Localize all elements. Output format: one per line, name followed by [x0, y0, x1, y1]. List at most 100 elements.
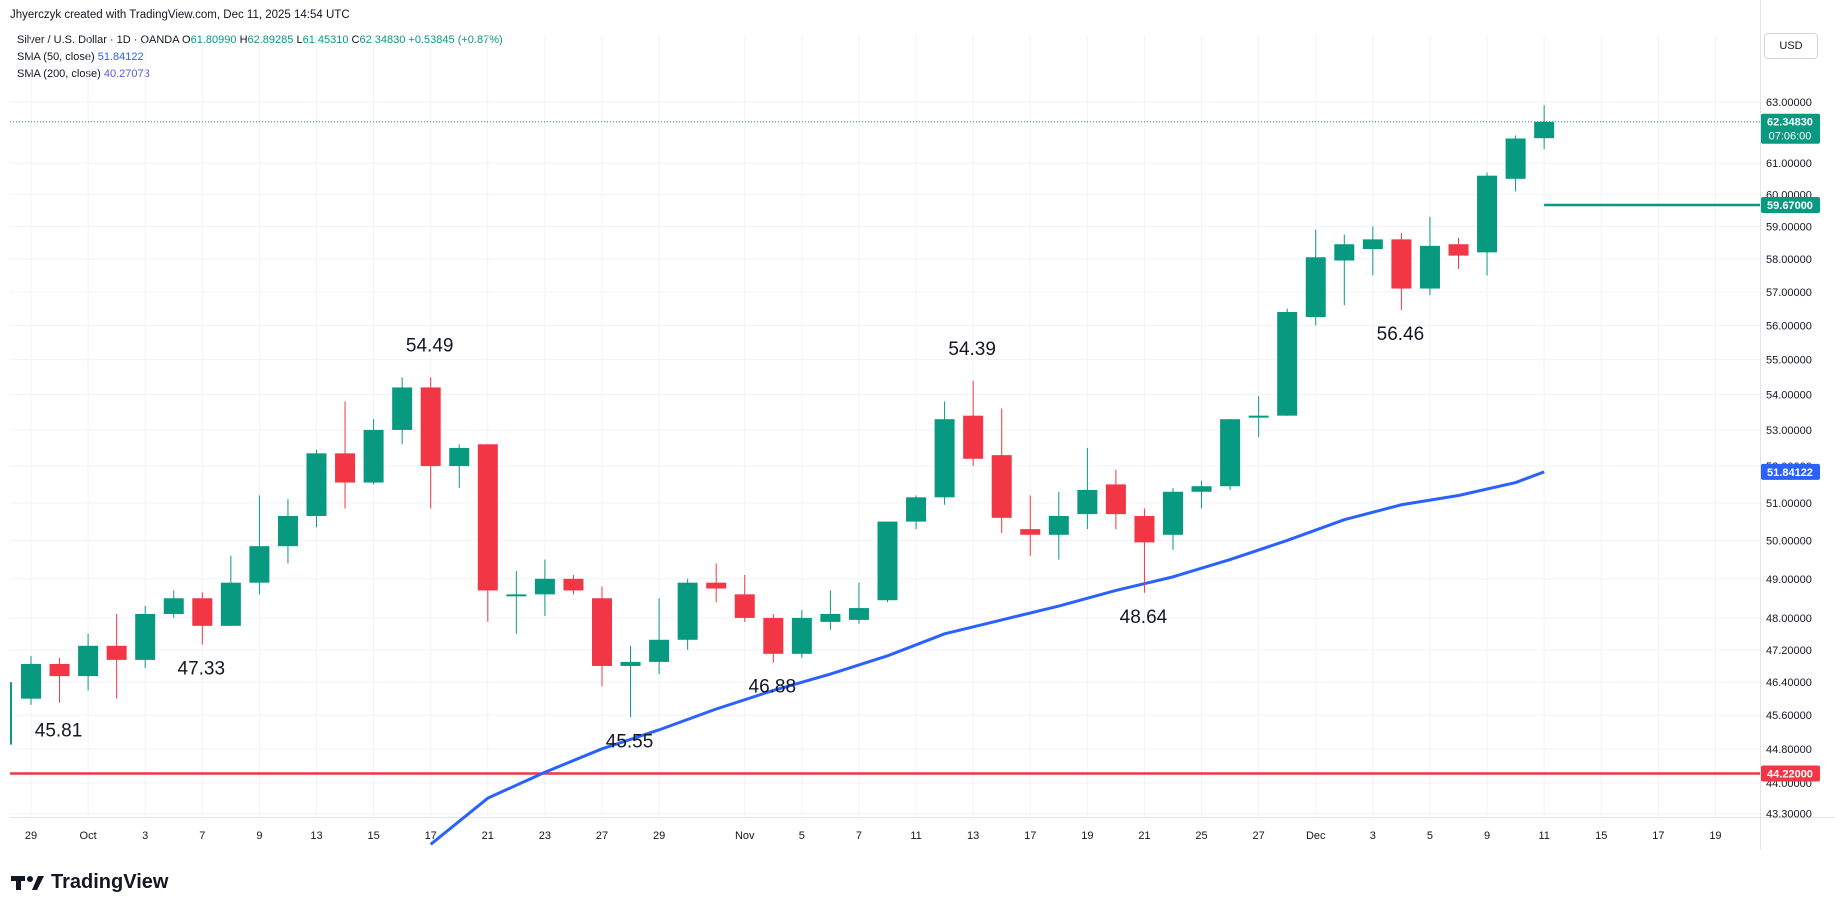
candle[interactable]	[335, 453, 356, 483]
candle[interactable]	[1020, 529, 1041, 535]
price-annotation: 45.81	[35, 721, 83, 742]
candle[interactable]	[1505, 138, 1526, 179]
price-tick-label: 49.00000	[1766, 574, 1812, 586]
price-tick-label: 48.00000	[1766, 613, 1812, 625]
candle[interactable]	[991, 455, 1012, 518]
sma200-label: SMA (200, close)	[17, 68, 101, 80]
time-tick-label: 9	[1484, 830, 1490, 842]
candle[interactable]	[49, 663, 70, 677]
candle[interactable]	[1191, 486, 1212, 492]
candle[interactable]	[1163, 491, 1183, 535]
candle[interactable]	[306, 453, 327, 516]
candle[interactable]	[220, 582, 241, 626]
candle[interactable]	[1448, 244, 1469, 256]
candle[interactable]	[1305, 257, 1326, 318]
candle[interactable]	[78, 645, 99, 677]
candle[interactable]	[1105, 484, 1126, 515]
price-tick-label: 61.00000	[1766, 158, 1812, 170]
candle[interactable]	[1391, 239, 1412, 289]
time-tick-label: 27	[596, 830, 608, 842]
time-tick-label: 9	[256, 830, 262, 842]
time-tick-label: 11	[1538, 830, 1549, 842]
price-tick-label: 47.20000	[1766, 645, 1812, 657]
candle[interactable]	[820, 613, 841, 622]
time-tick-label: 25	[1195, 830, 1207, 842]
sma50-legend[interactable]: SMA (50, close) 51.84122	[17, 51, 144, 63]
sma200-value: 40.27073	[103, 68, 150, 80]
support-price-tag: 44.22000	[1767, 769, 1813, 781]
candle[interactable]	[734, 594, 755, 618]
candle[interactable]	[934, 419, 955, 498]
price-tick-label: 54.00000	[1766, 389, 1812, 401]
candle[interactable]	[1077, 489, 1098, 515]
candle[interactable]	[1277, 311, 1298, 416]
candle[interactable]	[477, 444, 498, 591]
candle[interactable]	[106, 645, 127, 660]
symbol-name[interactable]: Silver / U.S. Dollar · 1D · OANDA	[17, 34, 179, 46]
candle[interactable]	[677, 582, 698, 640]
time-tick-label: 19	[1081, 830, 1093, 842]
price-tick-label: 63.00000	[1766, 97, 1812, 109]
candle[interactable]	[1220, 419, 1241, 487]
price-annotation: 45.55	[606, 731, 654, 752]
candle[interactable]	[706, 582, 727, 589]
candle[interactable]	[506, 594, 527, 597]
sma200-legend[interactable]: SMA (200, close) 40.27073	[17, 68, 150, 80]
time-tick-label: Oct	[80, 830, 97, 842]
close-value: 62.34830	[359, 34, 406, 46]
candle[interactable]	[592, 598, 612, 666]
created-by-text: Jhyerczyk created with TradingView.com, …	[10, 9, 350, 21]
candle[interactable]	[192, 598, 213, 626]
time-tick-label: 15	[367, 830, 379, 842]
price-tick-label: 50.00000	[1766, 535, 1812, 547]
price-tick-label: 56.00000	[1766, 320, 1812, 332]
time-tick-label: 7	[199, 830, 205, 842]
sma50-line[interactable]	[429, 470, 1545, 846]
price-tick-label: 57.00000	[1766, 287, 1812, 299]
candle[interactable]	[563, 578, 584, 591]
sma50-price-tag-bg	[1761, 463, 1820, 480]
low-value: 61.45310	[302, 34, 349, 46]
candle[interactable]	[848, 608, 869, 620]
candle[interactable]	[1477, 175, 1498, 253]
change-value: +0.53845 (+0.87%)	[408, 34, 503, 46]
price-tick-label: 45.60000	[1766, 710, 1812, 722]
candle[interactable]	[649, 639, 670, 662]
candle[interactable]	[534, 578, 555, 595]
candle[interactable]	[1048, 515, 1069, 535]
resistance-price-tag: 59.67000	[1767, 200, 1813, 212]
candle[interactable]	[135, 613, 156, 660]
candle[interactable]	[1134, 515, 1155, 543]
candle[interactable]	[163, 598, 184, 614]
candle[interactable]	[1419, 245, 1440, 289]
candle[interactable]	[906, 497, 927, 522]
candle[interactable]	[449, 447, 470, 467]
price-tick-label: 58.00000	[1766, 254, 1812, 266]
time-tick-label: 13	[310, 830, 322, 842]
candle[interactable]	[1334, 244, 1355, 261]
price-annotation: 54.49	[406, 335, 454, 356]
candle[interactable]	[392, 387, 413, 430]
candle[interactable]	[21, 663, 41, 699]
candle[interactable]	[791, 617, 812, 654]
candle[interactable]	[277, 515, 298, 547]
time-tick-label: 23	[539, 830, 551, 842]
candle[interactable]	[1534, 121, 1555, 139]
price-annotation: 48.64	[1120, 607, 1168, 628]
candle[interactable]	[763, 617, 784, 654]
time-tick-label: 27	[1253, 830, 1265, 842]
currency-button[interactable]: USD	[1764, 33, 1818, 59]
price-tick-label: 46.40000	[1766, 677, 1812, 689]
candle[interactable]	[249, 546, 270, 583]
candle[interactable]	[1362, 239, 1383, 250]
candle[interactable]	[1248, 415, 1269, 418]
candle[interactable]	[363, 429, 384, 483]
candle[interactable]	[10, 682, 12, 745]
candle[interactable]	[877, 521, 898, 601]
candle[interactable]	[963, 415, 984, 459]
candle[interactable]	[420, 387, 441, 467]
price-tick-label: 55.00000	[1766, 355, 1812, 367]
time-tick-label: 17	[1652, 830, 1664, 842]
candle[interactable]	[620, 661, 641, 666]
